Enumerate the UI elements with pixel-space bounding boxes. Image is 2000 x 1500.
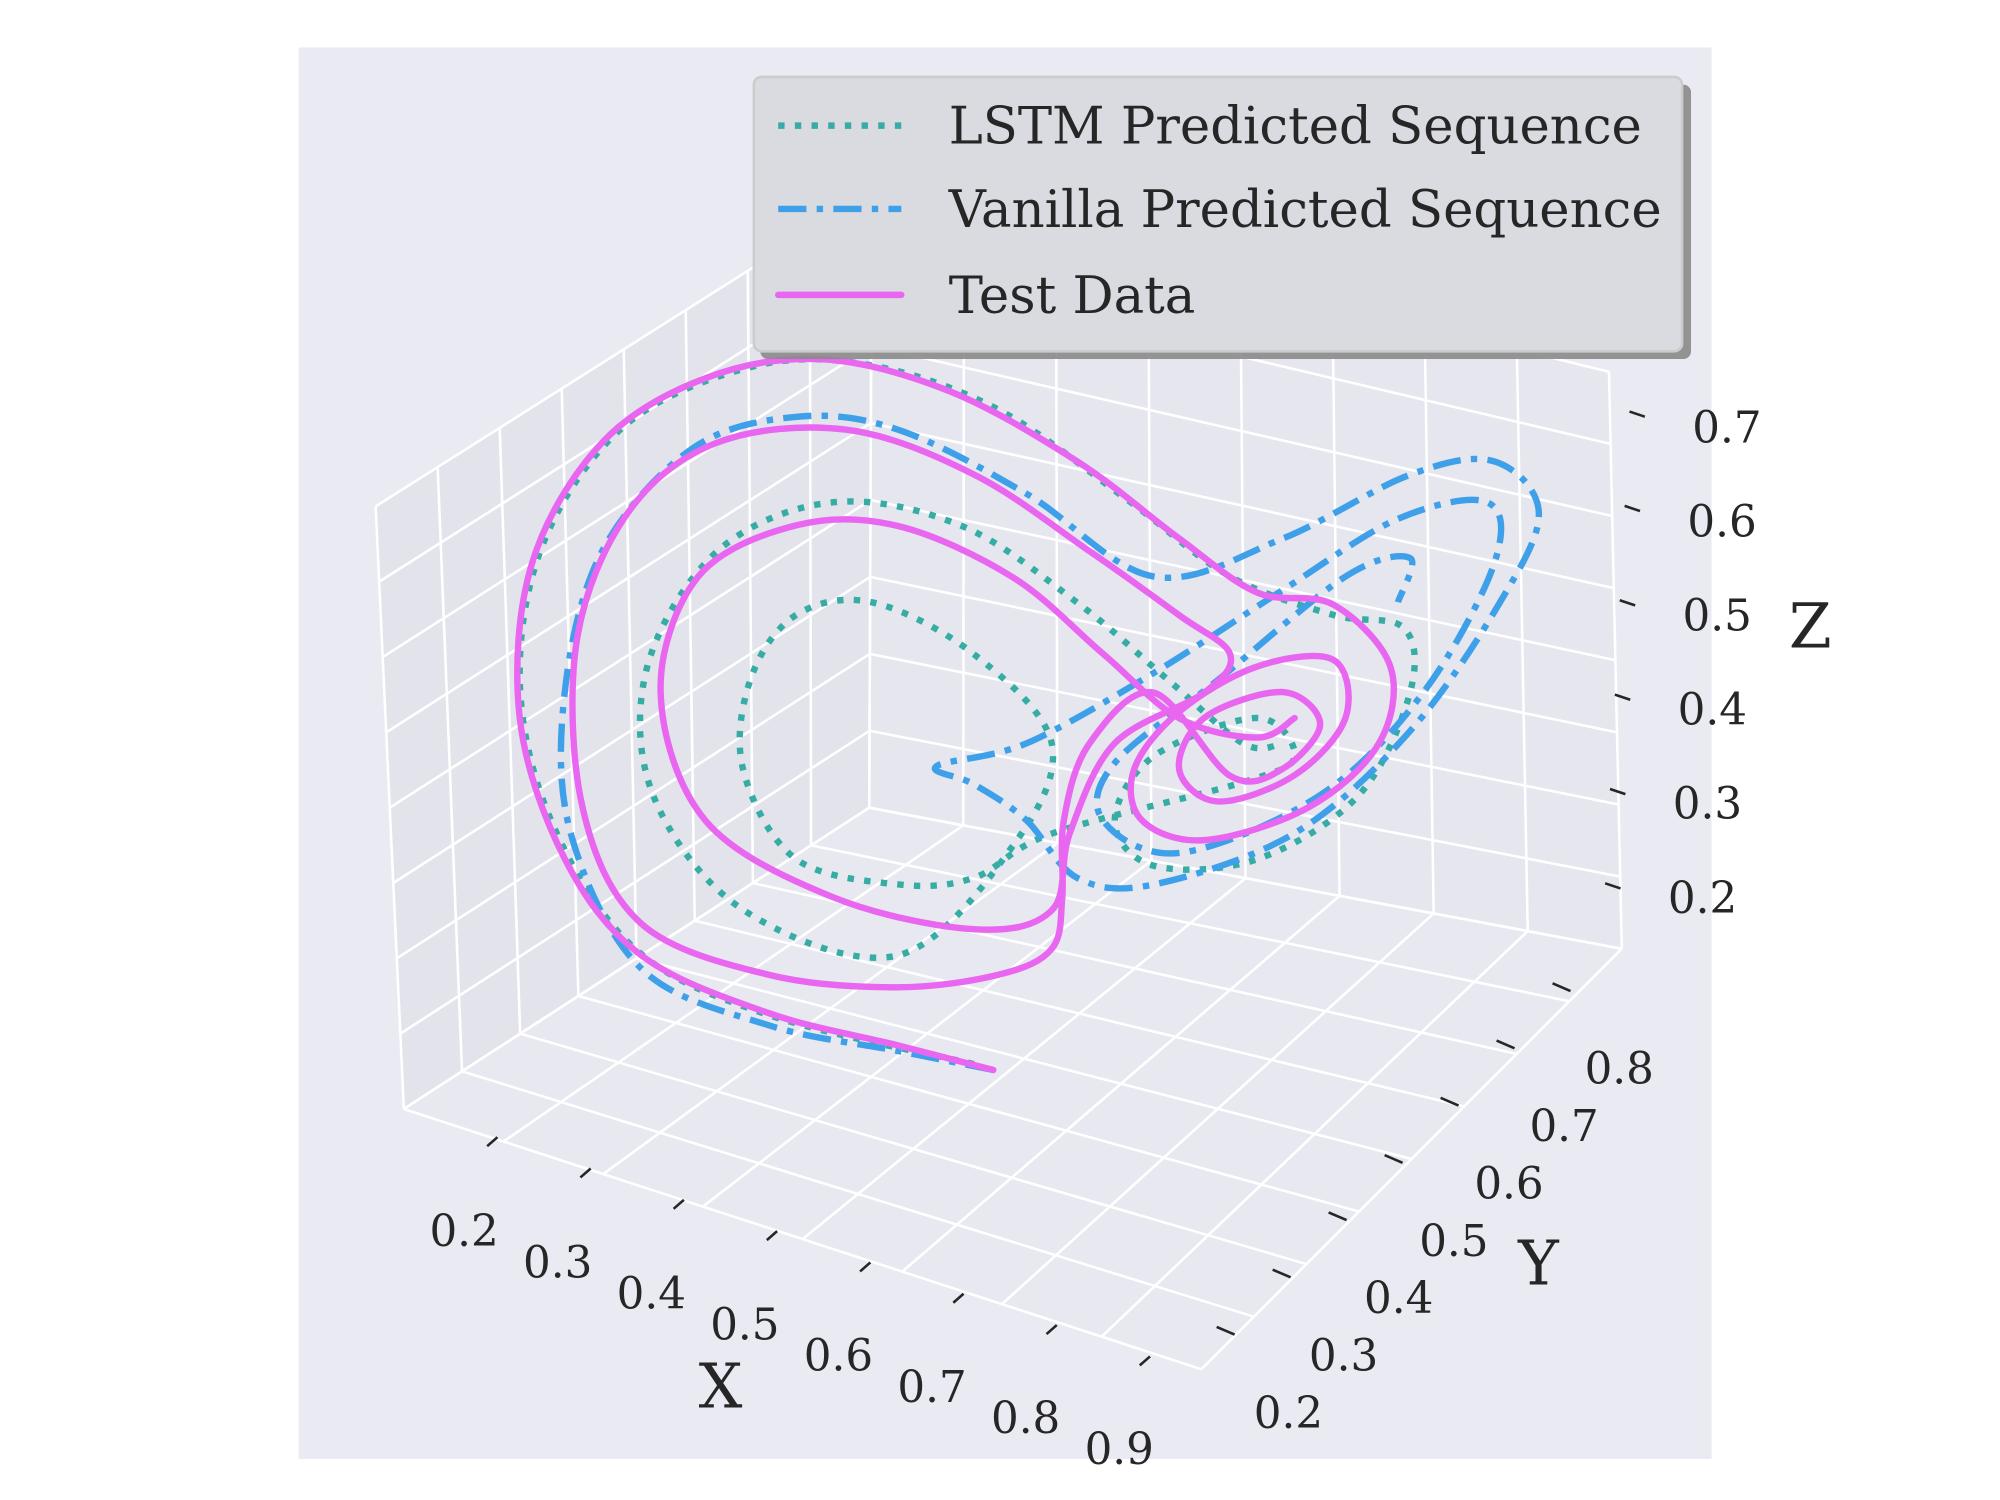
z-tick-label: 0.5 (1683, 592, 1752, 642)
y-tick-label: 0.6 (1474, 1159, 1543, 1209)
floor-pane (403, 807, 1622, 1370)
z-tick-mark (1619, 599, 1636, 607)
y-tick-label: 0.7 (1529, 1102, 1598, 1152)
x-axis-label: X (699, 1351, 743, 1423)
y-tick-mark (1552, 982, 1572, 993)
x-tick-label: 0.7 (897, 1363, 966, 1413)
z-tick-mark (1629, 410, 1646, 418)
grid-line (810, 844, 1570, 1003)
grid-line (868, 806, 1623, 950)
z-tick-label: 0.6 (1687, 497, 1756, 547)
grid-line (1200, 947, 1623, 1371)
y-tick-mark (1272, 1268, 1292, 1279)
z-tick-mark (1624, 504, 1641, 513)
x-tick-mark (486, 1136, 499, 1148)
axis-ticks: 0.2 0.3 0.4 0.5 0.6 0.7 0.8 0.9 0.2 0.3 0.4 0.5 0.6 0… (429, 403, 1761, 1475)
y-axis-label: Y (1517, 1228, 1560, 1300)
y-tick-label: 0.8 (1585, 1044, 1654, 1094)
x-tick-mark (1045, 1324, 1058, 1336)
x-tick-mark (766, 1230, 778, 1242)
legend-label-1: LSTM Predicted Sequence (949, 97, 1642, 157)
y-tick-label: 0.2 (1254, 1389, 1323, 1439)
y-tick-label: 0.3 (1309, 1332, 1378, 1382)
grid-line (901, 894, 1341, 1273)
legend-box (752, 75, 1684, 353)
z-axis-label: Z (1789, 590, 1832, 662)
grid-line (1607, 371, 1624, 949)
x-tick-label: 0.3 (523, 1238, 592, 1288)
grid-line (746, 270, 755, 884)
grid-line (1515, 349, 1530, 932)
grid-line (694, 919, 1465, 1108)
x-tick-label: 0.2 (429, 1207, 498, 1257)
x-tick-mark (1138, 1355, 1151, 1367)
grid-line (1100, 930, 1529, 1338)
x-tick-label: 0.9 (1085, 1425, 1154, 1475)
grid-line (684, 310, 696, 921)
x-tick-mark (952, 1292, 965, 1304)
y-tick-mark (1384, 1153, 1404, 1164)
grid-line (870, 344, 1613, 518)
grid-line (1001, 912, 1435, 1306)
grid-line (385, 421, 872, 734)
x-tick-mark (579, 1167, 592, 1179)
z-tick-label: 0.2 (1668, 874, 1737, 924)
z-tick-label: 0.4 (1678, 686, 1747, 736)
z-tick-mark (1604, 882, 1621, 890)
y-tick-label: 0.5 (1419, 1217, 1488, 1267)
y-tick-label: 0.4 (1364, 1274, 1433, 1324)
grid-line (1423, 326, 1435, 914)
z-tick-mark (1609, 787, 1626, 796)
y-tick-mark (1216, 1325, 1236, 1336)
z-tick-mark (1614, 693, 1631, 701)
legend-label-3: Test Data (949, 266, 1196, 326)
grid-line (636, 957, 1412, 1161)
y-tick-mark (1328, 1211, 1348, 1222)
x-tick-mark (859, 1261, 872, 1273)
series-line-3 (514, 355, 1398, 1074)
x-tick-label: 0.4 (617, 1269, 686, 1319)
grid-line (382, 345, 872, 659)
z-tick-label: 0.3 (1673, 780, 1742, 830)
series-lines (514, 355, 1543, 1074)
x-tick-label: 0.8 (991, 1394, 1060, 1444)
x-tick-mark (672, 1198, 685, 1210)
z-tick-label: 0.7 (1692, 403, 1761, 453)
grid-line (389, 498, 872, 809)
grid-line (1331, 304, 1341, 896)
x-tick-label: 0.6 (804, 1332, 873, 1382)
grid-line (870, 421, 1615, 590)
x-tick-label: 0.5 (710, 1301, 779, 1351)
grid-lines (374, 191, 1624, 1371)
legend: LSTM Predicted Sequence Vanilla Predicted… (752, 75, 1692, 359)
legend-label-2: Vanilla Predicted Sequence (948, 180, 1662, 240)
y-tick-mark (1496, 1039, 1516, 1050)
grid-line (870, 498, 1616, 662)
y-tick-mark (1440, 1096, 1460, 1107)
